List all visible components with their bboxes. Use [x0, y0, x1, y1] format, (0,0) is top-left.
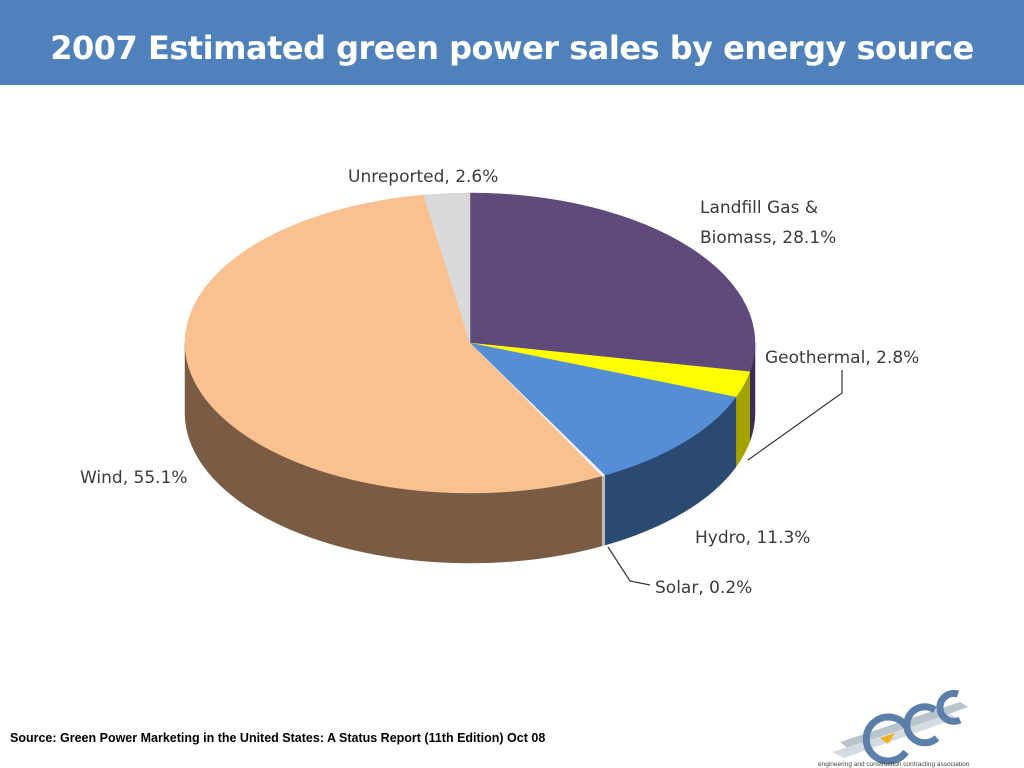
slice-label-unreported: Unreported, 2.6%: [348, 167, 498, 187]
pie-slice-unreported: [423, 192, 471, 344]
pie-slice-landfill-gas-biomass: [469, 192, 756, 373]
leader-lines: [607, 370, 843, 586]
leader-solar: [607, 546, 651, 586]
slice-label-wind: Wind, 55.1%: [80, 468, 188, 488]
slice-label-solar: Solar, 0.2%: [655, 578, 752, 598]
slide-title: 2007 Estimated green power sales by ener…: [50, 29, 974, 67]
slice-label-hydro: Hydro, 11.3%: [695, 528, 810, 548]
pie-labels: Landfill Gas & Biomass, 28.1% Geothermal, …: [80, 167, 919, 598]
slice-label-landfill-gas-biomass: Landfill Gas & Biomass, 28.1%: [700, 198, 836, 248]
logo-caption: engineering and construction contracting…: [818, 761, 970, 768]
source-note: Source: Green Power Marketing in the Uni…: [10, 731, 546, 745]
ecca-logo-icon: engineering and construction contracting…: [818, 689, 970, 768]
pie-tops: [184, 192, 756, 494]
title-bar: [0, 0, 1024, 85]
pie-slice-wind: [184, 194, 603, 494]
leader-geothermal: [747, 370, 843, 461]
slice-label-geothermal: Geothermal, 2.8%: [765, 348, 919, 368]
pie-side-solar: [601, 474, 606, 547]
pie-chart: Landfill Gas & Biomass, 28.1% Geothermal, …: [80, 167, 919, 598]
pie-slice-hydro: [469, 342, 737, 476]
